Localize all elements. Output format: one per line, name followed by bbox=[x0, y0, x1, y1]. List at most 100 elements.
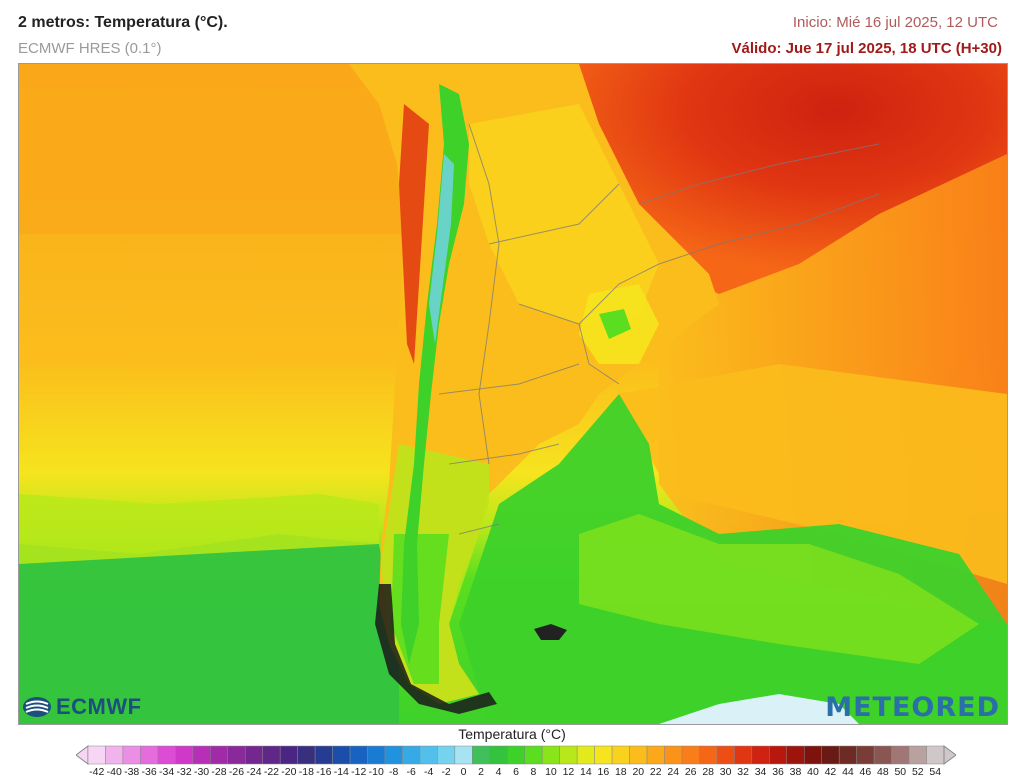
legend-swatch bbox=[297, 745, 316, 765]
legend-tick-label: 12 bbox=[562, 766, 575, 778]
color-legend-bar bbox=[76, 745, 956, 765]
meteored-logo: METEORED bbox=[825, 692, 1000, 723]
country-borders bbox=[438, 123, 880, 535]
legend-tick-label: 30 bbox=[719, 766, 732, 778]
legend-swatch bbox=[908, 745, 927, 765]
legend-swatch bbox=[821, 745, 840, 765]
legend-tick-label: 2 bbox=[478, 766, 484, 778]
legend-swatch bbox=[681, 745, 700, 765]
init-time: Inicio: Mié 16 jul 2025, 12 UTC bbox=[792, 14, 998, 31]
legend-swatch bbox=[576, 745, 595, 765]
legend-swatch bbox=[332, 745, 351, 765]
legend-tick-label: 34 bbox=[754, 766, 767, 778]
legend-swatch bbox=[524, 745, 543, 765]
legend-swatch bbox=[664, 745, 683, 765]
legend-tick-label: -10 bbox=[368, 766, 384, 778]
legend-swatch bbox=[541, 745, 560, 765]
model-label: ECMWF HRES (0.1°) bbox=[18, 40, 162, 57]
legend-swatch bbox=[367, 745, 386, 765]
legend-swatch bbox=[507, 745, 525, 765]
legend-tick-label: 52 bbox=[911, 766, 924, 778]
legend-swatch bbox=[699, 745, 718, 765]
legend-swatch bbox=[646, 745, 665, 765]
legend-tick-label: 6 bbox=[513, 766, 519, 778]
legend-tick-labels: -42 -40 -38 -36 -34 -32 -30 -28 -26 -24 -22 -20 -18-… bbox=[0, 766, 1024, 782]
legend-tick-label: 26 bbox=[684, 766, 697, 778]
legend-swatch bbox=[472, 745, 491, 765]
legend-tick-label: -18 bbox=[298, 766, 314, 778]
legend-tick-label: 0 bbox=[460, 766, 467, 778]
legend-swatch bbox=[786, 745, 805, 765]
legend-swatch bbox=[314, 745, 333, 765]
legend-swatch bbox=[856, 745, 875, 765]
legend-swatch bbox=[105, 745, 124, 765]
legend-tick-label: -14 bbox=[333, 766, 349, 778]
legend-swatch bbox=[210, 745, 229, 765]
valid-time: Válido: Jue 17 jul 2025, 18 UTC (H+30) bbox=[731, 40, 1002, 57]
ecmwf-logo: ECMWF bbox=[22, 694, 142, 720]
legend-tick-label: -28 bbox=[211, 766, 227, 778]
legend-swatch bbox=[611, 745, 630, 765]
legend-swatch bbox=[716, 745, 735, 765]
legend-tick-label: 36 bbox=[772, 766, 784, 778]
legend-tick-label: 54 bbox=[929, 766, 942, 778]
legend-tick-label: -30 bbox=[193, 766, 210, 778]
legend-swatch bbox=[559, 745, 578, 765]
legend-tick-label: 44 bbox=[842, 766, 854, 778]
ecmwf-logo-text: ECMWF bbox=[56, 694, 142, 719]
legend-tick-label: 40 bbox=[807, 766, 819, 778]
legend-tick-label: 42 bbox=[824, 766, 837, 778]
legend-tick-label: 46 bbox=[859, 766, 872, 778]
legend-swatch bbox=[454, 745, 473, 765]
legend-swatch bbox=[244, 745, 263, 765]
legend-tick-label: -32 bbox=[176, 766, 192, 778]
legend-tick-label: 16 bbox=[597, 766, 610, 778]
falkland-islands bbox=[534, 624, 567, 640]
legend-swatch bbox=[192, 745, 211, 765]
legend-tick-label: -38 bbox=[124, 766, 140, 778]
legend-tick-label: 48 bbox=[877, 766, 889, 778]
legend-tick-label: -36 bbox=[141, 766, 157, 778]
legend-arrow-max bbox=[943, 745, 956, 765]
legend-swatch bbox=[838, 745, 857, 765]
legend-swatch bbox=[594, 745, 613, 765]
legend-swatch bbox=[279, 745, 298, 765]
brazil-hot-zone bbox=[579, 64, 1007, 294]
legend-tick-label: 24 bbox=[667, 766, 680, 778]
legend-swatch bbox=[349, 745, 368, 765]
legend-swatch bbox=[419, 745, 438, 765]
legend-tick-label: -2 bbox=[441, 766, 451, 778]
legend-swatch bbox=[489, 745, 508, 765]
legend-tick-label: -26 bbox=[228, 766, 245, 778]
legend-tick-label: -24 bbox=[246, 766, 262, 778]
legend-tick-label: 32 bbox=[737, 766, 749, 778]
andes-cordillera bbox=[401, 84, 469, 664]
ecmwf-logo-icon bbox=[23, 697, 51, 717]
legend-swatch bbox=[891, 745, 910, 765]
legend-tick-label: -42 bbox=[89, 766, 105, 778]
legend-swatch bbox=[262, 745, 281, 765]
legend-arrow-min bbox=[76, 745, 89, 765]
legend-tick-label: 4 bbox=[495, 766, 502, 778]
legend-tick-label: 28 bbox=[702, 766, 714, 778]
legend-swatch bbox=[926, 745, 945, 765]
legend-swatch bbox=[175, 745, 194, 765]
legend-tick-label: 14 bbox=[580, 766, 592, 778]
legend-tick-label: 20 bbox=[632, 766, 645, 778]
legend-tick-label: 22 bbox=[649, 766, 662, 778]
legend-tick-label: 8 bbox=[530, 766, 537, 778]
legend-tick-label: 38 bbox=[789, 766, 802, 778]
legend-tick-label: -4 bbox=[423, 766, 434, 778]
temperature-map[interactable] bbox=[18, 63, 1008, 725]
legend-swatch bbox=[140, 745, 159, 765]
legend-tick-label: -34 bbox=[159, 766, 175, 778]
legend-tick-label: -16 bbox=[316, 766, 332, 778]
chile-coast-warm bbox=[399, 104, 429, 364]
legend-swatch bbox=[751, 745, 770, 765]
legend-swatch bbox=[402, 745, 421, 765]
legend-tick-label: -6 bbox=[406, 766, 416, 778]
map-title: 2 metros: Temperatura (°C). bbox=[18, 14, 228, 31]
legend-tick-label: -8 bbox=[389, 766, 399, 778]
legend-swatch bbox=[157, 745, 176, 765]
legend-swatch bbox=[803, 745, 822, 765]
